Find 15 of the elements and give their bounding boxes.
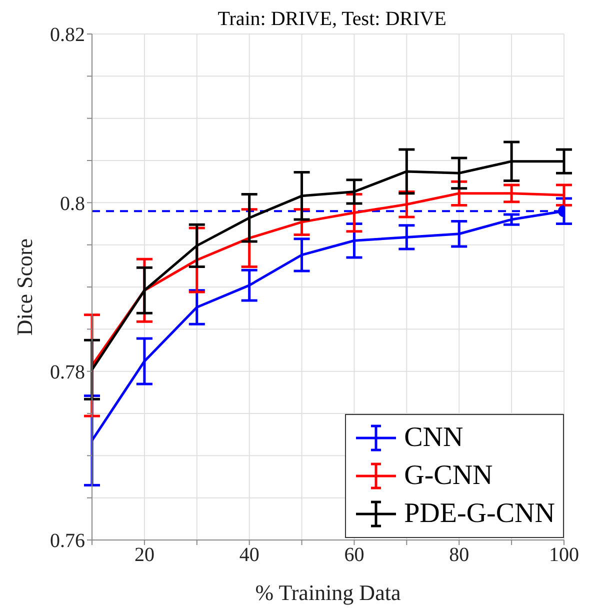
legend-label: CNN (404, 421, 464, 455)
x-axis-title: % Training Data (255, 580, 401, 605)
y-tick-label: 0.76 (50, 530, 85, 552)
y-tick-label: 0.78 (50, 361, 85, 384)
x-tick-label: 20 (134, 544, 154, 566)
y-tick-label: 0.82 (50, 24, 85, 46)
y-tick-label: 0.8 (60, 192, 85, 215)
x-tick-label: 80 (449, 544, 470, 566)
x-tick-label: 100 (549, 544, 579, 566)
x-tick-label: 40 (239, 544, 260, 566)
legend-label: PDE-G-CNN (404, 497, 555, 531)
x-tick-label: 60 (344, 544, 364, 566)
chart-title: Train: DRIVE, Test: DRIVE (216, 8, 448, 31)
y-axis-title: Dice Score (12, 238, 37, 336)
legend-label: G-CNN (404, 459, 493, 493)
